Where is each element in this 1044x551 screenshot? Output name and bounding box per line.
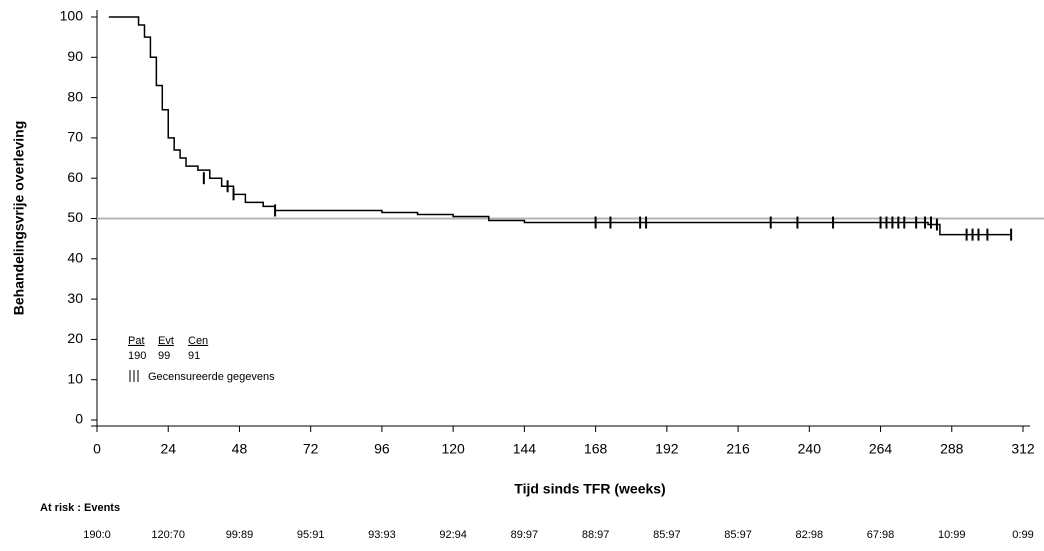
at-risk-value: 95:91 (297, 529, 325, 541)
x-tick-label: 96 (374, 441, 390, 457)
y-tick-label: 100 (60, 8, 84, 24)
legend-value: 190 (128, 350, 146, 362)
x-tick-label: 312 (1011, 441, 1035, 457)
x-tick-label: 0 (93, 441, 101, 457)
at-risk-value: 120:70 (151, 529, 185, 541)
at-risk-value: 67:98 (867, 529, 895, 541)
x-tick-label: 24 (160, 441, 176, 457)
y-tick-label: 60 (67, 169, 83, 185)
x-tick-label: 264 (869, 441, 893, 457)
legend-value: 91 (188, 350, 200, 362)
at-risk-value: 89:97 (511, 529, 539, 541)
at-risk-value: 88:97 (582, 529, 610, 541)
legend-value: 99 (158, 350, 170, 362)
at-risk-value: 190:0 (83, 529, 111, 541)
y-tick-label: 90 (67, 48, 83, 64)
at-risk-value: 99:89 (226, 529, 254, 541)
at-risk-value: 85:97 (724, 529, 752, 541)
at-risk-value: 92:94 (439, 529, 467, 541)
legend-header: Cen (188, 335, 208, 347)
y-tick-label: 20 (67, 330, 83, 346)
x-axis-label: Tijd sinds TFR (weeks) (514, 481, 665, 497)
at-risk-value: 0:99 (1012, 529, 1033, 541)
legend-header: Pat (128, 335, 145, 347)
x-tick-label: 72 (303, 441, 319, 457)
at-risk-value: 93:93 (368, 529, 396, 541)
survival-curve (108, 16, 1012, 236)
at-risk-value: 85:97 (653, 529, 681, 541)
x-tick-label: 48 (232, 441, 248, 457)
at-risk-value: 82:98 (796, 529, 824, 541)
x-tick-label: 168 (584, 441, 608, 457)
censor-legend-text: Gecensureerde gegevens (148, 371, 275, 383)
y-tick-label: 10 (67, 370, 83, 386)
y-axis-label: Behandelingsvrije overleving (11, 121, 27, 316)
y-tick-label: 50 (67, 209, 83, 225)
x-tick-label: 120 (441, 441, 465, 457)
x-tick-label: 144 (513, 441, 537, 457)
at-risk-label: At risk : Events (40, 502, 120, 514)
y-tick-label: 70 (67, 129, 83, 145)
y-tick-label: 40 (67, 250, 83, 266)
y-tick-label: 30 (67, 290, 83, 306)
y-tick-label: 80 (67, 88, 83, 104)
at-risk-value: 10:99 (938, 529, 966, 541)
x-tick-label: 240 (798, 441, 822, 457)
x-tick-label: 216 (726, 441, 750, 457)
legend-header: Evt (158, 335, 174, 347)
x-tick-label: 288 (940, 441, 964, 457)
x-tick-label: 192 (655, 441, 679, 457)
y-tick-label: 0 (75, 411, 83, 427)
